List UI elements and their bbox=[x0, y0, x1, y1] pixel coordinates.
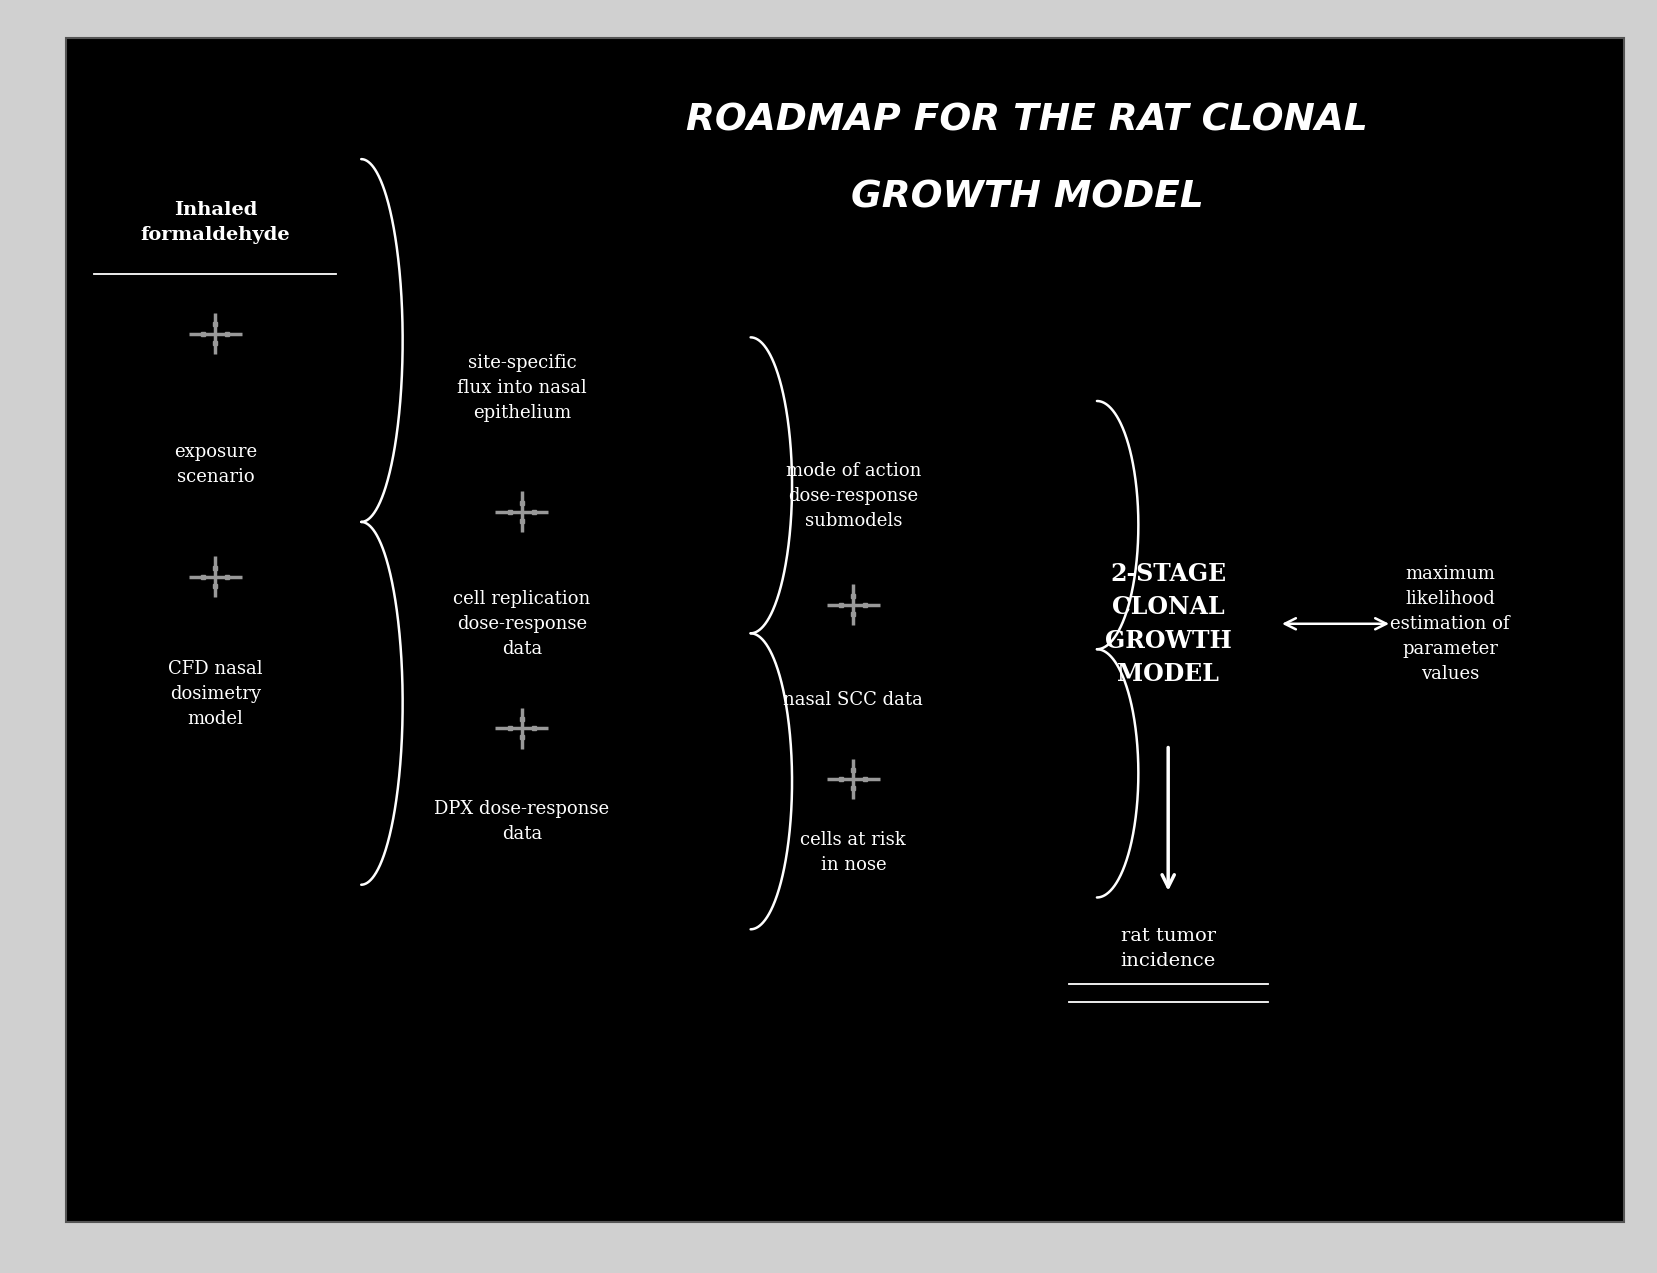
Text: maximum
likelihood
estimation of
parameter
values: maximum likelihood estimation of paramet… bbox=[1390, 565, 1510, 682]
Text: ROADMAP FOR THE RAT CLONAL: ROADMAP FOR THE RAT CLONAL bbox=[686, 103, 1369, 139]
Text: 2-STAGE
CLONAL
GROWTH
MODEL: 2-STAGE CLONAL GROWTH MODEL bbox=[1105, 561, 1231, 686]
Text: DPX dose-response
data: DPX dose-response data bbox=[434, 799, 610, 843]
Text: Inhaled
formaldehyde: Inhaled formaldehyde bbox=[141, 201, 290, 244]
Text: CFD nasal
dosimetry
model: CFD nasal dosimetry model bbox=[167, 659, 263, 728]
Text: mode of action
dose-response
submodels: mode of action dose-response submodels bbox=[785, 462, 921, 531]
Text: cell replication
dose-response
data: cell replication dose-response data bbox=[454, 589, 590, 658]
Text: site-specific
flux into nasal
epithelium: site-specific flux into nasal epithelium bbox=[457, 354, 587, 423]
Text: nasal SCC data: nasal SCC data bbox=[784, 691, 923, 709]
FancyBboxPatch shape bbox=[66, 38, 1624, 1222]
Text: rat tumor
incidence: rat tumor incidence bbox=[1120, 927, 1216, 970]
Text: exposure
scenario: exposure scenario bbox=[174, 443, 257, 486]
Text: GROWTH MODEL: GROWTH MODEL bbox=[852, 179, 1203, 215]
Text: cells at risk
in nose: cells at risk in nose bbox=[800, 831, 906, 875]
